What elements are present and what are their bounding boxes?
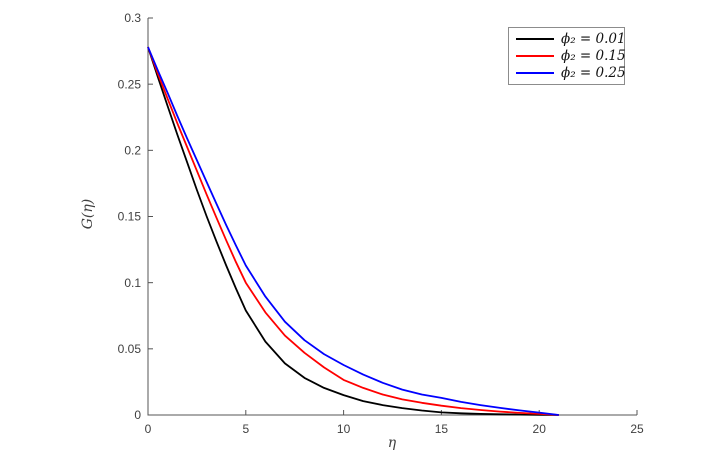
legend-line-sample [516, 37, 554, 40]
legend-label: ϕ₂ = 0.15 [561, 47, 626, 64]
legend: ϕ₂ = 0.01 ϕ₂ = 0.15 ϕ₂ = 0.25 [508, 27, 626, 85]
y-tick-label: 0.3 [124, 11, 141, 25]
y-tick-label: 0.2 [124, 144, 141, 158]
y-tick-label: 0.15 [118, 210, 142, 224]
curve-phi2-025 [147, 46, 559, 416]
y-tick-label: 0.05 [118, 342, 142, 356]
legend-label: ϕ₂ = 0.01 [561, 30, 626, 47]
curve-phi2-001 [147, 46, 559, 416]
legend-entry-phi2-001: ϕ₂ = 0.01 [513, 30, 626, 47]
curve-phi2-015 [147, 46, 559, 416]
x-tick-label: 25 [630, 422, 644, 436]
legend-entry-phi2-025: ϕ₂ = 0.25 [513, 65, 626, 82]
legend-entry-phi2-015: ϕ₂ = 0.15 [513, 47, 626, 64]
x-tick-label: 5 [242, 422, 249, 436]
y-tick-label: 0.1 [124, 276, 141, 290]
legend-line-sample [516, 54, 554, 57]
y-tick-label: 0 [134, 408, 141, 422]
x-tick-label: 0 [145, 422, 152, 436]
legend-line-sample [516, 72, 554, 75]
y-axis-label: G(η) [80, 198, 96, 230]
x-tick-label: 10 [337, 422, 351, 436]
y-tick-label: 0.25 [118, 77, 142, 91]
legend-label: ϕ₂ = 0.25 [561, 65, 626, 82]
x-tick-label: 15 [435, 422, 449, 436]
x-tick-label: 20 [533, 422, 547, 436]
x-axis-label: η [387, 435, 397, 451]
